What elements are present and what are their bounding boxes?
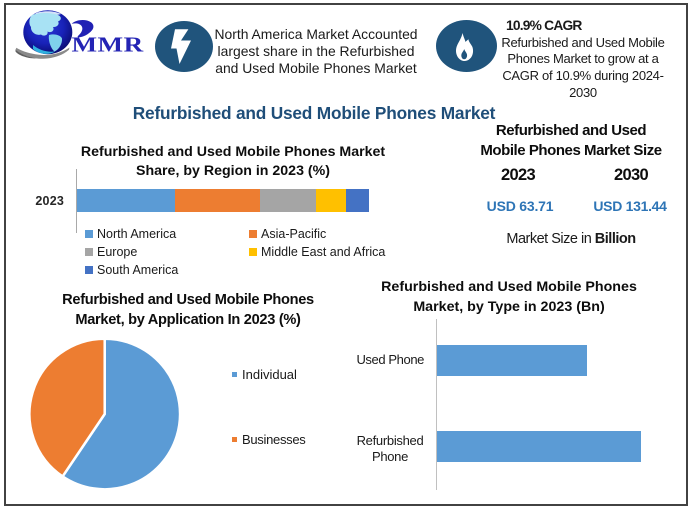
svg-text:MMR: MMR — [72, 33, 144, 57]
